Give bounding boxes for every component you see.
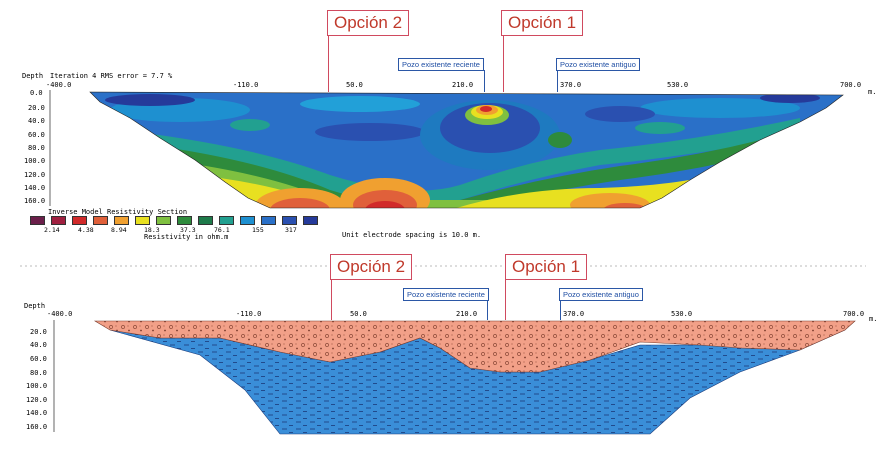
legend-swatch — [282, 216, 297, 225]
bottom-x-tick: 50.0 — [350, 310, 367, 318]
top-legend-value: 317 — [285, 226, 297, 234]
bottom-well-old-line — [560, 299, 561, 320]
top-option2-label: Opción 2 — [327, 10, 410, 36]
legend-swatch — [156, 216, 171, 225]
top-legend-value: 2.14 — [44, 226, 60, 234]
top-well-recent-label: Pozo existente reciente — [398, 58, 484, 71]
top-option1-line — [503, 36, 504, 92]
top-x-tick: 50.0 — [346, 81, 363, 89]
section-separator — [20, 265, 866, 267]
top-y-tick: 100.0 — [24, 157, 46, 165]
top-legend-title: Inverse Model Resistivity Section — [48, 208, 188, 216]
top-well-old-line — [557, 70, 558, 92]
top-well-old-label: Pozo existente antiguo — [556, 58, 640, 71]
top-legend-value: 76.1 — [214, 226, 230, 234]
bottom-option1-label: Opción 1 — [505, 254, 588, 280]
top-y-tick: 40.0 — [28, 117, 45, 125]
bottom-well-recent-label: Pozo existente reciente — [403, 288, 489, 301]
top-legend-unit: Resistivity in ohm.m — [144, 233, 229, 241]
legend-swatch — [240, 216, 255, 225]
top-y-tick: 120.0 — [24, 171, 46, 179]
bottom-y-tick: 80.0 — [30, 369, 47, 377]
bottom-well-old-label: Pozo existente antiguo — [559, 288, 643, 301]
bottom-x-tick: -400.0 — [47, 310, 73, 318]
legend-swatch — [261, 216, 276, 225]
bottom-y-tick: 100.0 — [26, 382, 48, 390]
legend-swatch — [177, 216, 192, 225]
top-legend-value: 37.3 — [180, 226, 196, 234]
top-legend-value: 4.38 — [78, 226, 94, 234]
bottom-y-tick: 20.0 — [30, 328, 47, 336]
top-option2-line — [328, 36, 329, 92]
bottom-depth-label: Depth — [24, 302, 46, 310]
legend-swatch — [135, 216, 150, 225]
legend-swatch — [198, 216, 213, 225]
bottom-well-recent-line — [487, 299, 488, 320]
top-y-tick: 0.0 — [30, 89, 43, 97]
top-legend-bar — [30, 216, 330, 225]
bottom-x-tick: 370.0 — [563, 310, 585, 318]
top-y-tick: 160.0 — [24, 197, 46, 205]
top-depth-label: Depth — [22, 72, 44, 80]
legend-swatch — [51, 216, 66, 225]
top-units: m. — [868, 88, 877, 96]
legend-swatch — [114, 216, 129, 225]
legend-swatch — [219, 216, 234, 225]
top-y-tick: 80.0 — [28, 144, 45, 152]
bottom-y-tick: 160.0 — [26, 423, 48, 431]
bottom-option2-label: Opción 2 — [330, 254, 413, 280]
bottom-units: m. — [869, 315, 878, 323]
legend-swatch — [72, 216, 87, 225]
bottom-x-tick: 210.0 — [456, 310, 478, 318]
top-option1-label: Opción 1 — [501, 10, 584, 36]
top-y-tick: 140.0 — [24, 184, 46, 192]
top-x-tick: 370.0 — [560, 81, 582, 89]
bottom-option1-line — [505, 278, 506, 320]
upper-layer — [93, 320, 856, 373]
legend-swatch — [30, 216, 45, 225]
bottom-y-tick: 60.0 — [30, 355, 47, 363]
top-y-tick: 60.0 — [28, 131, 45, 139]
top-legend-value: 155 — [252, 226, 264, 234]
legend-swatch — [93, 216, 108, 225]
bottom-y-tick: 140.0 — [26, 409, 48, 417]
top-electrode-spacing: Unit electrode spacing is 10.0 m. — [342, 231, 482, 239]
legend-swatch — [303, 216, 318, 225]
bottom-x-tick: -110.0 — [236, 310, 262, 318]
bottom-y-tick: 40.0 — [30, 341, 47, 349]
top-x-tick: 530.0 — [667, 81, 689, 89]
top-well-recent-line — [484, 70, 485, 92]
bottom-option2-line — [331, 278, 332, 320]
bottom-y-tick: 120.0 — [26, 396, 48, 404]
top-x-tick: 700.0 — [840, 81, 862, 89]
lower-layer — [109, 329, 846, 435]
top-legend-value: 18.3 — [144, 226, 160, 234]
top-x-tick: 210.0 — [452, 81, 474, 89]
top-y-tick: 20.0 — [28, 104, 45, 112]
bottom-x-tick: 530.0 — [671, 310, 693, 318]
top-x-tick: -400.0 — [46, 81, 72, 89]
top-iteration-text: Iteration 4 RMS error = 7.7 % — [50, 72, 173, 80]
top-legend-value: 8.94 — [111, 226, 127, 234]
bottom-x-tick: 700.0 — [843, 310, 865, 318]
top-x-tick: -110.0 — [233, 81, 259, 89]
